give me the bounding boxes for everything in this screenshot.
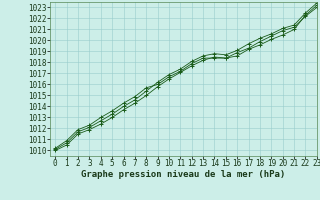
X-axis label: Graphe pression niveau de la mer (hPa): Graphe pression niveau de la mer (hPa) <box>81 170 285 179</box>
